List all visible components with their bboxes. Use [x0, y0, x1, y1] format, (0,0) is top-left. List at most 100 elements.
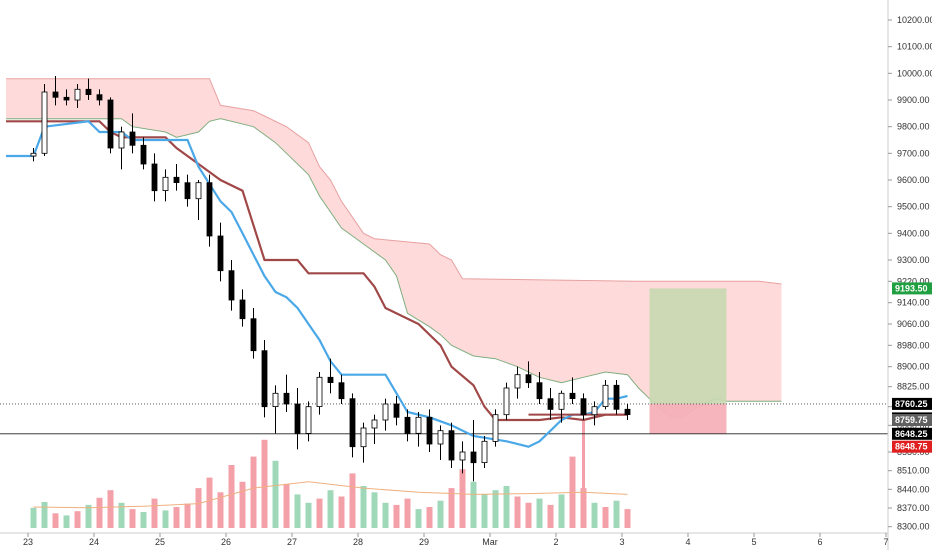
candle[interactable] — [338, 374, 345, 404]
target-zone[interactable] — [649, 288, 727, 404]
candle[interactable] — [426, 409, 433, 452]
volume-bar — [129, 509, 136, 528]
candle-body — [426, 416, 433, 445]
candle[interactable] — [173, 164, 180, 191]
price-tick-label: 10000.00 — [897, 68, 932, 78]
candle[interactable] — [613, 380, 620, 415]
candle[interactable] — [184, 174, 191, 207]
candle[interactable] — [602, 380, 609, 410]
candle[interactable] — [294, 388, 301, 450]
time-tick-label: 27 — [287, 537, 297, 547]
candle[interactable] — [272, 385, 279, 434]
candle[interactable] — [261, 340, 268, 418]
price-tick-label: 8300.00 — [897, 522, 930, 532]
candle[interactable] — [316, 372, 323, 415]
stop-zone[interactable] — [649, 403, 727, 434]
candle[interactable] — [393, 396, 400, 426]
volume-bar — [591, 502, 598, 528]
volume-bar — [173, 507, 180, 528]
volume-bar — [217, 492, 224, 528]
candle-body — [492, 414, 499, 442]
candle-body — [316, 376, 323, 407]
candle[interactable] — [591, 401, 598, 426]
candle[interactable] — [360, 422, 367, 463]
candle[interactable] — [250, 308, 257, 359]
candle[interactable] — [470, 420, 477, 482]
price-badge-bg — [892, 427, 932, 440]
price-badge-bg — [892, 414, 932, 426]
candle-body — [547, 398, 554, 410]
candle[interactable] — [382, 398, 389, 431]
volume-bar — [272, 460, 279, 528]
candle[interactable] — [503, 382, 510, 420]
candle[interactable] — [404, 409, 411, 442]
candle-body — [382, 403, 389, 421]
candle[interactable] — [74, 84, 81, 108]
candle[interactable] — [85, 78, 92, 100]
candle[interactable] — [437, 425, 444, 460]
price-axis[interactable]: 10200.00 10100.00 10000.00 9900.00 9800.00 97… — [887, 0, 932, 550]
candle-body — [415, 416, 422, 434]
candle[interactable] — [514, 366, 521, 399]
time-tick-label: 26 — [221, 537, 231, 547]
candle-body — [294, 403, 301, 434]
candle[interactable] — [239, 289, 246, 327]
volume-bar — [74, 511, 81, 528]
candle[interactable] — [536, 372, 543, 404]
candle[interactable] — [415, 412, 422, 447]
candle[interactable] — [228, 260, 235, 311]
candle[interactable] — [305, 401, 312, 442]
candle[interactable] — [107, 97, 114, 154]
volume-bar — [393, 504, 400, 528]
candle-body — [140, 144, 147, 165]
volume-bar — [360, 486, 367, 528]
candle-body — [63, 96, 70, 101]
candle[interactable] — [41, 84, 48, 156]
candle[interactable] — [547, 388, 554, 420]
candle[interactable] — [580, 393, 587, 420]
candle[interactable] — [140, 137, 147, 170]
candle[interactable] — [283, 374, 290, 412]
volume-bar — [415, 509, 422, 528]
candle[interactable] — [349, 393, 356, 458]
candle[interactable] — [459, 441, 466, 474]
candle-body — [217, 235, 224, 272]
candle-body — [613, 384, 620, 410]
candle-body — [272, 392, 279, 407]
candle[interactable] — [217, 222, 224, 282]
candle[interactable] — [327, 358, 334, 394]
candle[interactable] — [481, 436, 488, 468]
candle[interactable] — [624, 404, 631, 420]
candle[interactable] — [558, 390, 565, 423]
candle[interactable] — [525, 361, 532, 388]
candle[interactable] — [129, 113, 136, 154]
price-lines — [0, 403, 888, 435]
volume-bar — [558, 494, 565, 528]
time-axis[interactable]: 23 24 25 26 27 28 29 Mar 2 3 4 5 6 7 — [0, 532, 889, 547]
price-tick-label: 8370.00 — [897, 503, 930, 513]
candle[interactable] — [30, 148, 37, 162]
candle[interactable] — [569, 377, 576, 404]
price-tick-label: 9800.00 — [897, 122, 930, 132]
candle[interactable] — [206, 174, 213, 247]
candle[interactable] — [63, 89, 70, 106]
candle-body — [305, 406, 312, 434]
candle[interactable] — [492, 409, 499, 447]
candle[interactable] — [371, 414, 378, 444]
cloud-fill — [6, 78, 782, 418]
candle-body — [580, 398, 587, 416]
candle[interactable] — [195, 180, 202, 220]
price-tick-label: 9900.00 — [897, 95, 930, 105]
price-badge-bg — [892, 282, 932, 295]
candle-body — [107, 99, 114, 149]
candle[interactable] — [448, 422, 455, 468]
candle[interactable] — [118, 126, 125, 170]
candle[interactable] — [96, 89, 103, 106]
cloud-upper-edge — [6, 78, 782, 285]
candle-body — [338, 382, 345, 400]
candle[interactable] — [162, 169, 169, 202]
candle[interactable] — [151, 153, 158, 202]
candle[interactable] — [52, 76, 59, 106]
price-tick-label: 9140.00 — [897, 298, 930, 308]
